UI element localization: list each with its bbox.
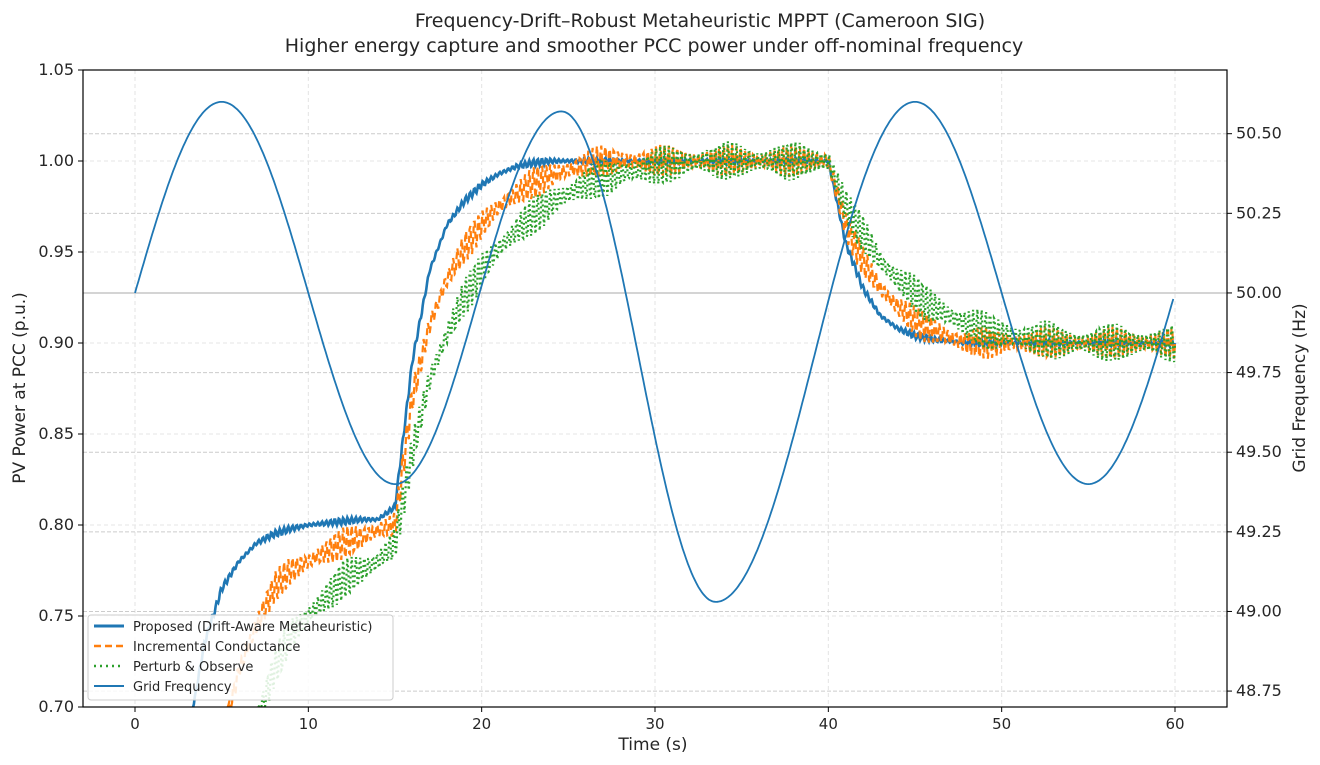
x-tick-label: 60 [1165, 715, 1184, 733]
y-tick-label: 1.00 [38, 151, 74, 170]
y2-tick-label: 49.50 [1236, 442, 1282, 461]
ticks: 0 10 20 30 40 50 60 0.70 0.75 0.80 0.85 0.90 0.95 1.0… [38, 60, 1281, 733]
y2-axis-label: Grid Frequency (Hz) [1290, 303, 1310, 472]
y-axis-label: PV Power at PCC (p.u.) [10, 292, 30, 484]
x-axis-label: Time (s) [617, 735, 687, 755]
y-tick-label: 0.90 [38, 333, 74, 352]
legend-label: Incremental Conductance [133, 640, 300, 655]
x-tick-label: 30 [645, 715, 664, 733]
legend-label: Perturb & Observe [133, 660, 253, 675]
chart-title: Frequency-Drift–Robust Metaheuristic MPP… [415, 10, 985, 32]
y-tick-label: 1.05 [38, 60, 74, 79]
y-tick-label: 0.85 [38, 424, 74, 443]
y2-tick-label: 50.50 [1236, 124, 1282, 143]
legend-label: Proposed (Drift-Aware Metaheuristic) [133, 620, 372, 635]
y2-tick-label: 49.00 [1236, 601, 1282, 620]
frequency-line [134, 101, 1175, 603]
x-tick-label: 0 [130, 715, 140, 733]
x-tick-label: 40 [819, 715, 838, 733]
y2-tick-label: 49.75 [1236, 363, 1282, 382]
x-tick-label: 10 [299, 715, 318, 733]
y-tick-label: 0.75 [38, 606, 74, 625]
legend: Proposed (Drift-Aware Metaheuristic) Incr… [87, 614, 394, 701]
chart-subtitle: Higher energy capture and smoother PCC p… [285, 35, 1024, 57]
y2-tick-label: 49.25 [1236, 522, 1282, 541]
y2-tick-label: 50.25 [1236, 203, 1282, 222]
y-tick-label: 0.80 [38, 515, 74, 534]
legend-label: Grid Frequency [133, 680, 232, 695]
y-tick-label: 0.95 [38, 242, 74, 261]
series-line-2 [257, 140, 1177, 707]
y2-tick-label: 48.75 [1236, 681, 1282, 700]
x-tick-label: 20 [472, 715, 491, 733]
legend-box [87, 614, 394, 701]
y-tick-label: 0.70 [38, 697, 74, 716]
x-tick-label: 50 [992, 715, 1011, 733]
y2-tick-label: 50.00 [1236, 283, 1282, 302]
